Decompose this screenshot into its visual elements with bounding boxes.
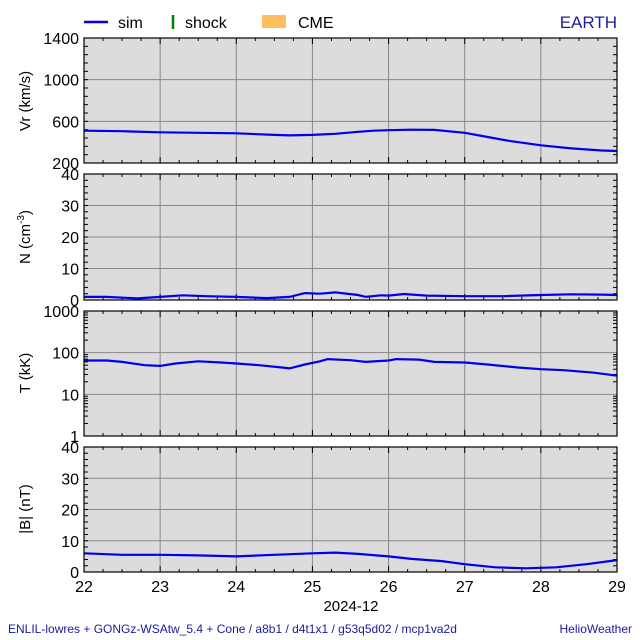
location-label: EARTH <box>560 13 617 32</box>
panel-bfield-ticks: 0 10 20 30 40 <box>61 440 618 582</box>
panel-density-ytick-label: 10 <box>61 262 79 279</box>
panel-density-grid <box>84 174 617 300</box>
panel-bfield-ylabel: |B| (nT) <box>17 484 34 533</box>
panel-density-ytick-label: 30 <box>61 199 79 216</box>
panel-temperature-grid <box>84 311 617 436</box>
legend-cme-swatch <box>262 15 286 28</box>
x-tick-label: 24 <box>227 579 245 596</box>
panel-temperature-ytick-label: 1 <box>70 429 79 446</box>
panel-velocity-grid <box>84 38 617 163</box>
panel-density-ticks: 0 10 20 30 40 <box>61 167 618 310</box>
panel-velocity-ylabel: Vr (km/s) <box>17 71 34 131</box>
x-tick-label: 23 <box>151 579 169 596</box>
panel-velocity-ytick-label: 1400 <box>43 31 79 48</box>
legend-cme-label: CME <box>298 15 334 32</box>
panel-velocity-ticks: 200 600 1000 1400 <box>43 31 618 173</box>
footer-brand: HelioWeather <box>560 622 632 636</box>
panel-velocity-sim-line <box>83 128 618 153</box>
legend-sim-label: sim <box>118 15 143 32</box>
x-tick-label: 22 <box>75 579 93 596</box>
panel-density-sim-line <box>84 291 618 300</box>
x-axis-label: 2024-12 <box>323 598 378 615</box>
panel-bfield-grid <box>84 447 617 572</box>
panel-temperature-ytick-label: 10 <box>61 387 79 404</box>
panel-bfield-sim-line <box>83 551 618 570</box>
panel-density-ytick-label: 40 <box>61 167 79 184</box>
x-tick-label: 25 <box>304 579 322 596</box>
x-tick-label: 27 <box>456 579 474 596</box>
panel-bfield-ytick-label: 0 <box>70 565 79 582</box>
panel-bfield-frame <box>83 446 618 573</box>
panel-velocity-background <box>84 38 617 163</box>
panel-density-ytick-label: 0 <box>70 293 79 310</box>
panel-bfield-ytick-label: 20 <box>61 503 79 520</box>
panel-density: 0 10 20 30 40 N (cm-3) <box>16 167 618 310</box>
panel-velocity-ytick-label: 600 <box>52 114 79 131</box>
legend-shock-label: shock <box>185 15 228 32</box>
panel-velocity-ytick-label: 200 <box>52 156 79 173</box>
panel-temperature-sim-line <box>84 357 618 377</box>
panel-density-ytick-label: 20 <box>61 230 79 247</box>
panel-temperature: 1 10 100 1000 T (kK) <box>17 304 618 446</box>
footer-model-info: ENLIL-lowres + GONGz-WSAtw_5.4 + Cone / … <box>8 622 457 636</box>
panel-velocity: 200 600 1000 1400 Vr (km/s) <box>17 31 618 173</box>
x-axis-ticks: 22 23 24 25 26 27 28 29 <box>75 579 626 596</box>
x-tick-label: 26 <box>380 579 398 596</box>
panel-bfield-ytick-label: 40 <box>61 440 79 457</box>
panel-bfield-ytick-label: 30 <box>61 471 79 488</box>
panel-temperature-frame <box>83 310 618 437</box>
panel-velocity-ytick-label: 1000 <box>43 73 79 90</box>
x-tick-label: 28 <box>532 579 550 596</box>
panel-density-ylabel: N (cm-3) <box>16 210 34 264</box>
panel-density-ylabel-exponent: -3 <box>16 215 27 224</box>
panel-density-frame <box>83 173 618 301</box>
panel-temperature-background <box>84 311 617 436</box>
panel-bfield: 0 10 20 30 40 |B| (nT) <box>17 440 618 582</box>
panel-velocity-frame <box>83 37 618 164</box>
panel-temperature-ytick-label: 100 <box>52 346 79 363</box>
x-tick-label: 29 <box>608 579 626 596</box>
panel-temperature-ylabel: T (kK) <box>17 353 34 394</box>
panel-bfield-ytick-label: 10 <box>61 534 79 551</box>
panel-temperature-ytick-label: 1000 <box>43 304 79 321</box>
legend: sim shock CME <box>84 15 334 32</box>
